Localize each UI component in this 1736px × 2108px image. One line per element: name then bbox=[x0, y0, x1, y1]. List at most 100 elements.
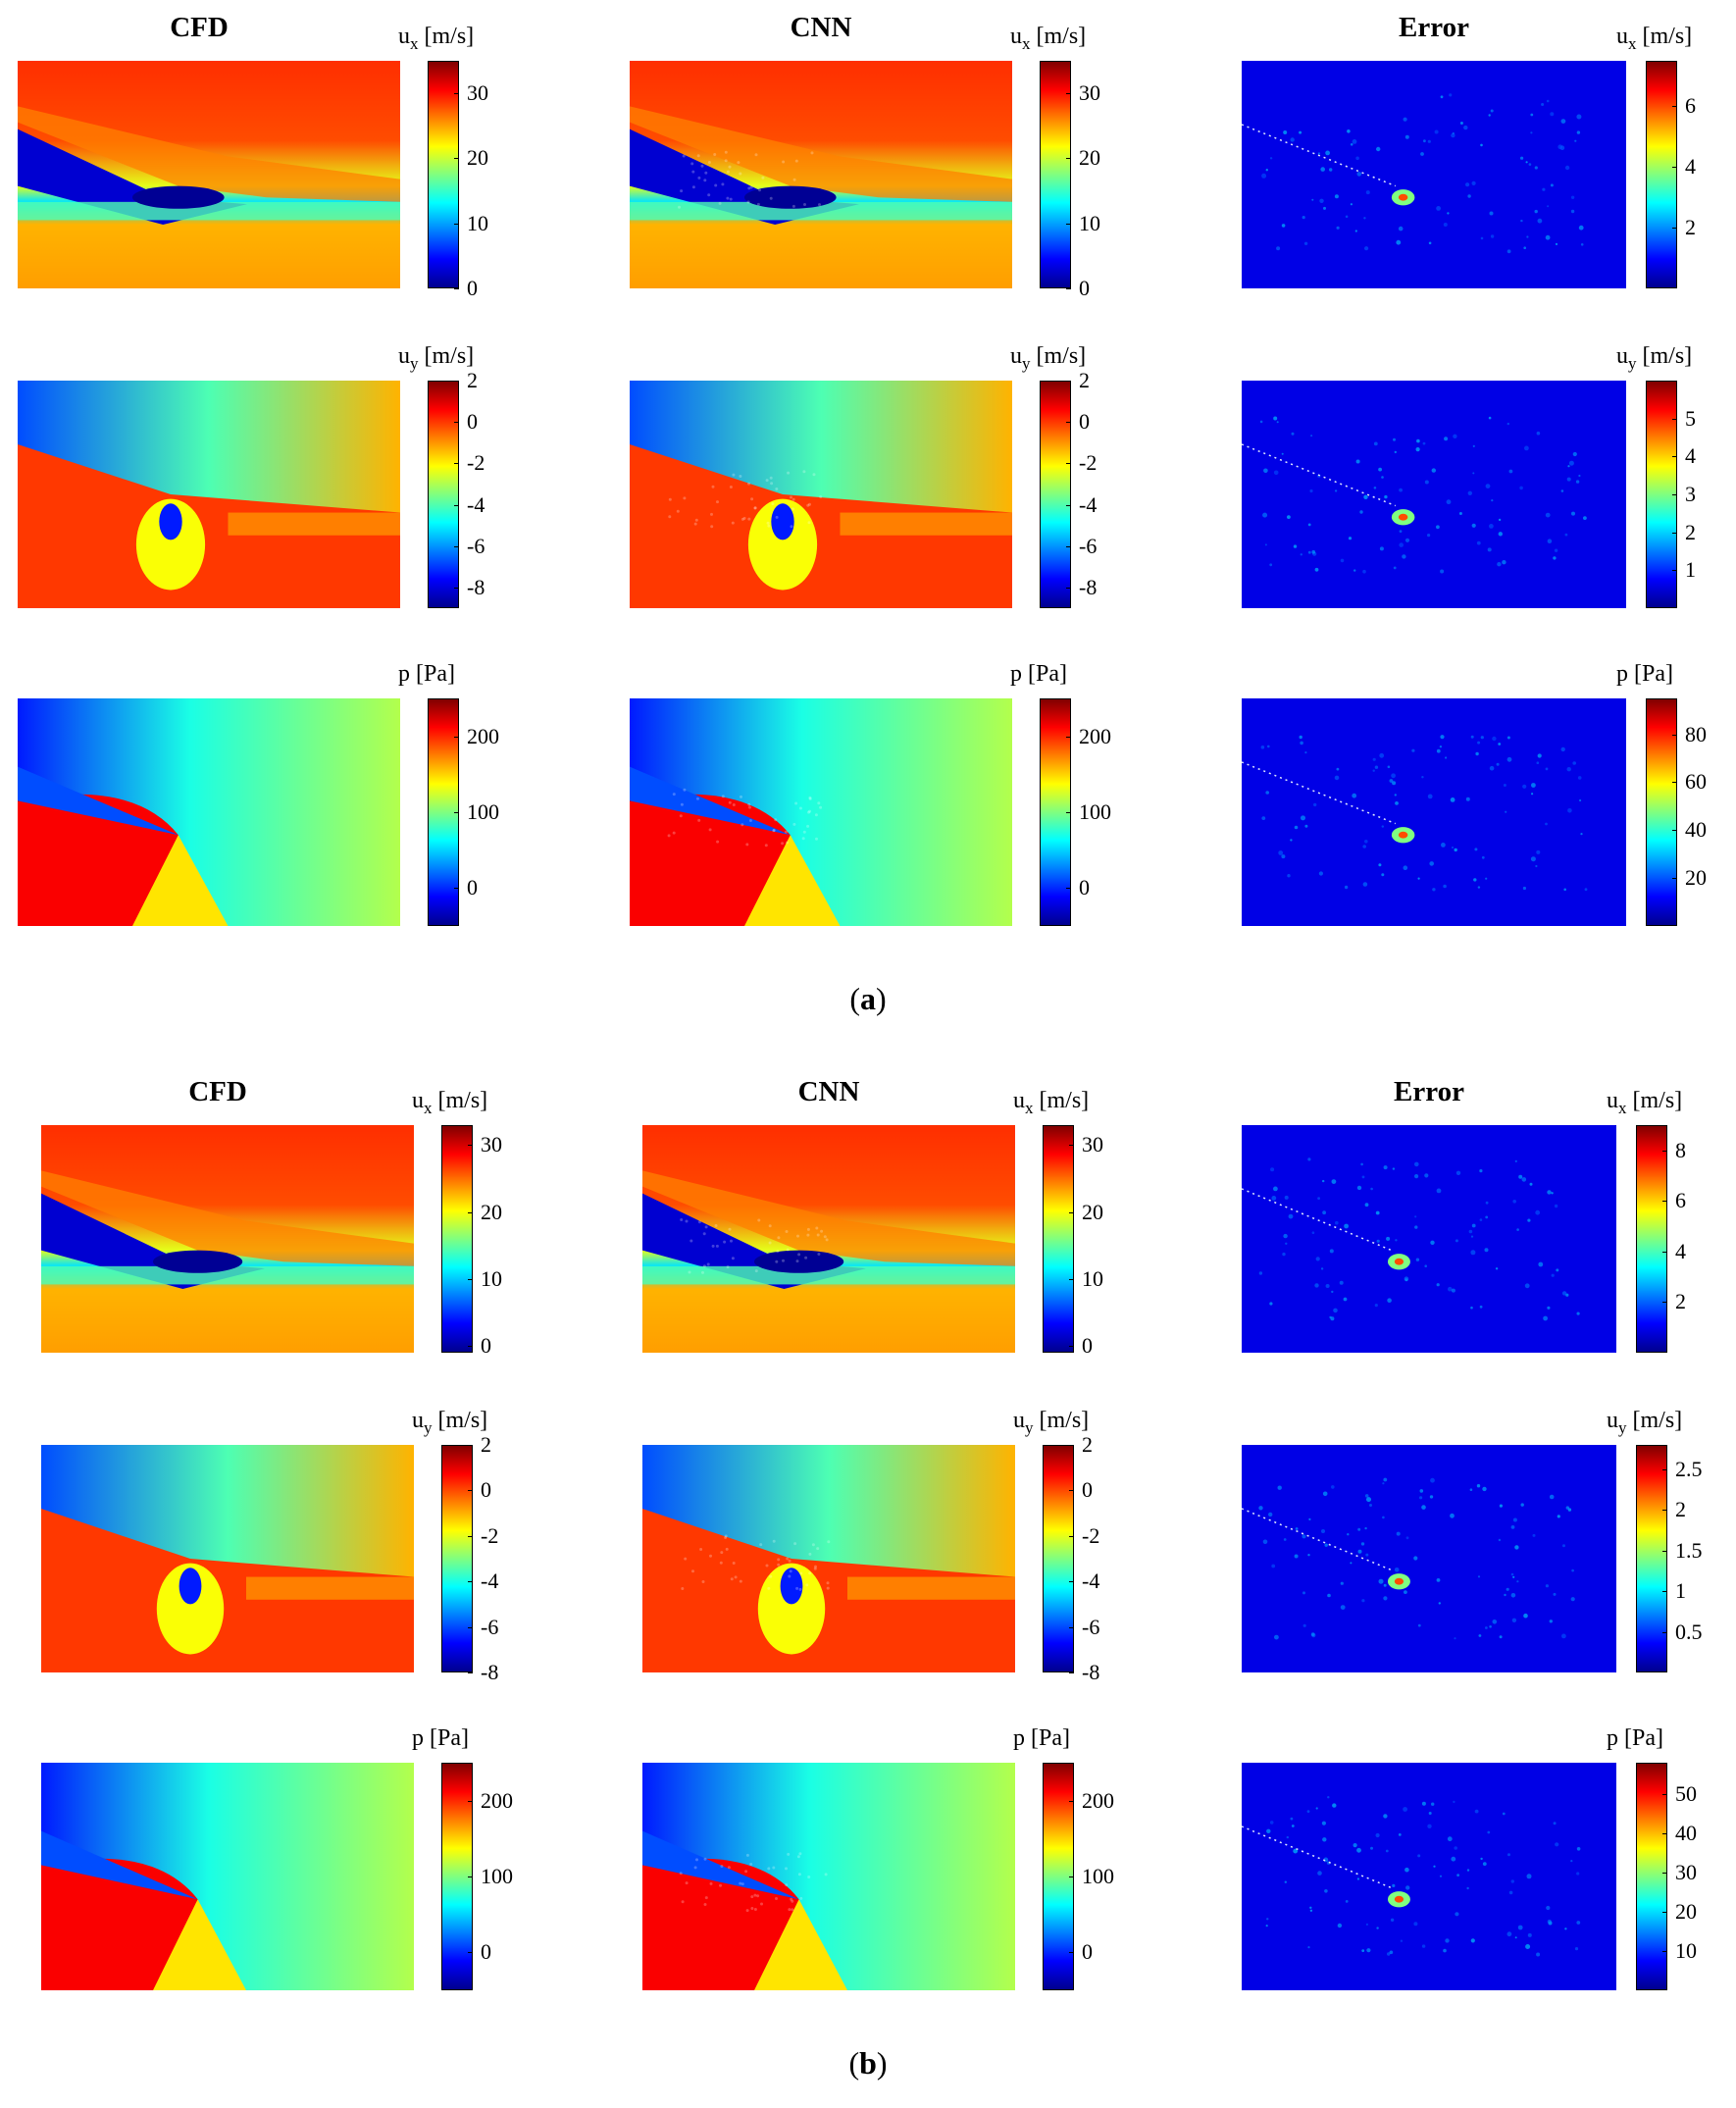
colorbar-label: uy [m/s] bbox=[1616, 343, 1692, 374]
colorbar-label: ux [m/s] bbox=[1013, 1088, 1089, 1118]
quantity-symbol: u bbox=[1616, 24, 1628, 49]
colorbar-tick-mark bbox=[454, 224, 459, 225]
colorbar-tick-mark bbox=[1066, 888, 1071, 889]
colorbar-tick-label: 2 bbox=[1685, 522, 1696, 543]
field-map bbox=[642, 1125, 1015, 1353]
colorbar-tick-label: 5 bbox=[1685, 408, 1696, 430]
colorbar-tick-label: 40 bbox=[1675, 1823, 1697, 1844]
colorbar-label: uy [m/s] bbox=[398, 343, 474, 374]
plot-cnn-p: p [Pa] 0 100 200 bbox=[642, 1763, 1143, 1990]
colorbar-tick-label: 10 bbox=[1082, 1268, 1103, 1290]
plot-cfd-ux: ux [m/s] 0 10 20 30 bbox=[18, 61, 528, 288]
colorbar-tick-mark bbox=[1672, 830, 1677, 831]
plot-error-p: p [Pa] 20 40 60 80 bbox=[1242, 698, 1736, 926]
colorbar-tick-mark bbox=[1066, 422, 1071, 423]
colorbar-tick-mark bbox=[468, 1672, 473, 1673]
colorbar-tick-mark bbox=[1662, 1794, 1667, 1795]
colorbar-tick-label: 0.5 bbox=[1675, 1621, 1703, 1643]
quantity-subscript: y bbox=[1628, 354, 1637, 373]
colorbar-tick-mark bbox=[468, 1536, 473, 1537]
colorbar-tick-label: -8 bbox=[1082, 1662, 1099, 1683]
colorbar-tick-mark bbox=[1066, 224, 1071, 225]
colorbar-tick-label: 10 bbox=[1079, 213, 1100, 234]
quantity-symbol: p bbox=[1013, 1725, 1025, 1751]
quantity-subscript: y bbox=[410, 354, 419, 373]
quantity-subscript: x bbox=[410, 34, 419, 53]
quantity-symbol: u bbox=[1607, 1088, 1618, 1113]
colorbar-tick-mark bbox=[454, 888, 459, 889]
colorbar-tick-label: 20 bbox=[1082, 1202, 1103, 1223]
colorbar-tick-mark bbox=[1069, 1581, 1074, 1582]
colorbar-tick-label: 2 bbox=[1675, 1291, 1686, 1312]
colorbar-tick-label: 200 bbox=[1082, 1790, 1114, 1812]
quantity-unit: [m/s] bbox=[1031, 24, 1087, 49]
colorbar-tick-label: 50 bbox=[1675, 1783, 1697, 1805]
colorbar-tick-mark bbox=[454, 463, 459, 464]
quantity-unit: [Pa] bbox=[1618, 1725, 1663, 1751]
colorbar-tick-label: -2 bbox=[1082, 1525, 1099, 1547]
colorbar-tick-label: 8 bbox=[1675, 1140, 1686, 1161]
colorbar-tick-label: 100 bbox=[481, 1866, 513, 1887]
plot-cfd-uy: uy [m/s] -8 -6 -4 -2 0 2 bbox=[18, 381, 528, 608]
colorbar-label: uy [m/s] bbox=[1607, 1408, 1682, 1438]
colorbar-tick-mark bbox=[468, 1952, 473, 1953]
quantity-subscript: y bbox=[1025, 1418, 1034, 1437]
colorbar-tick-label: -4 bbox=[467, 494, 485, 516]
quantity-symbol: u bbox=[412, 1088, 424, 1113]
colorbar-tick-mark bbox=[1069, 1801, 1074, 1802]
quantity-symbol: p bbox=[398, 661, 410, 687]
column-title-error: Error bbox=[1282, 1076, 1576, 1108]
colorbar-tick-mark bbox=[1662, 1873, 1667, 1874]
colorbar-tick-label: 0 bbox=[1079, 278, 1090, 299]
colorbar-label: p [Pa] bbox=[1013, 1725, 1070, 1752]
colorbar bbox=[1646, 61, 1677, 288]
colorbar-tick-label: 2.5 bbox=[1675, 1459, 1703, 1480]
caption-open-paren: ( bbox=[848, 2045, 859, 2081]
caption-open-paren: ( bbox=[849, 981, 860, 1016]
colorbar-tick-mark bbox=[468, 1145, 473, 1146]
quantity-symbol: u bbox=[1607, 1408, 1618, 1433]
colorbar-tick-label: 0 bbox=[467, 411, 478, 433]
plot-error-uy: uy [m/s] 1 2 3 4 5 bbox=[1242, 381, 1736, 608]
error-map bbox=[1242, 1763, 1616, 1990]
colorbar-label: p [Pa] bbox=[398, 661, 455, 688]
field-map bbox=[41, 1763, 414, 1990]
colorbar-tick-mark bbox=[1069, 1536, 1074, 1537]
colorbar-tick-mark bbox=[1662, 1833, 1667, 1834]
colorbar-tick-label: 10 bbox=[1675, 1940, 1697, 1962]
colorbar-tick-label: 200 bbox=[467, 726, 499, 747]
quantity-subscript: x bbox=[1628, 34, 1637, 53]
plot-cnn-uy: uy [m/s] -8 -6 -4 -2 0 2 bbox=[630, 381, 1140, 608]
colorbar-tick-label: 20 bbox=[467, 147, 488, 169]
colorbar-tick-mark bbox=[1662, 1201, 1667, 1202]
plot-cfd-ux: ux [m/s] 0 10 20 30 bbox=[41, 1125, 541, 1353]
colorbar bbox=[428, 381, 459, 608]
colorbar-tick-label: 4 bbox=[1675, 1241, 1686, 1262]
colorbar-tick-mark bbox=[1066, 288, 1071, 289]
colorbar-label: p [Pa] bbox=[1607, 1725, 1663, 1752]
quantity-unit: [Pa] bbox=[1022, 661, 1067, 687]
colorbar-tick-label: 40 bbox=[1685, 819, 1707, 841]
quantity-symbol: u bbox=[1013, 1088, 1025, 1113]
colorbar bbox=[1636, 1125, 1667, 1353]
colorbar-tick-mark bbox=[1066, 381, 1071, 382]
colorbar-tick-mark bbox=[454, 812, 459, 813]
colorbar-tick-label: 100 bbox=[1079, 801, 1111, 823]
field-map bbox=[642, 1763, 1015, 1990]
quantity-unit: [Pa] bbox=[410, 661, 455, 687]
colorbar-tick-mark bbox=[454, 288, 459, 289]
colorbar-tick-mark bbox=[454, 737, 459, 738]
colorbar-tick-label: 80 bbox=[1685, 724, 1707, 746]
quantity-subscript: x bbox=[1022, 34, 1031, 53]
field-map bbox=[630, 381, 1012, 608]
colorbar-tick-label: 2 bbox=[1082, 1434, 1093, 1456]
plot-cfd-uy: uy [m/s] -8 -6 -4 -2 0 2 bbox=[41, 1445, 541, 1672]
error-map bbox=[1242, 61, 1626, 288]
plot-cfd-p: p [Pa] 0 100 200 bbox=[41, 1763, 541, 1990]
colorbar-tick-mark bbox=[468, 1346, 473, 1347]
quantity-symbol: p bbox=[412, 1725, 424, 1751]
column-title-cnn: CNN bbox=[682, 1076, 976, 1108]
plot-error-ux: ux [m/s] 2 4 6 bbox=[1242, 61, 1736, 288]
column-title-cfd: CFD bbox=[71, 1076, 365, 1108]
plot-error-uy: uy [m/s] 0.5 1 1.5 2 2.5 bbox=[1242, 1445, 1736, 1672]
